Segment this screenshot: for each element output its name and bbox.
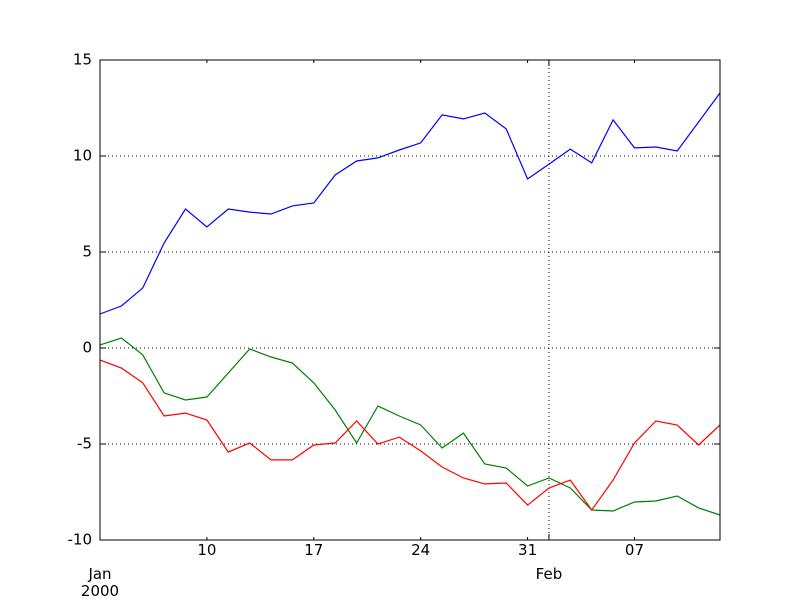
x-tick-label: 31 bbox=[518, 541, 538, 559]
x-tick-label: 10 bbox=[197, 541, 217, 559]
line bbox=[99, 337, 721, 516]
x-tick-label: 24 bbox=[411, 541, 431, 559]
y-tick-label: 15 bbox=[73, 51, 92, 69]
x-tick-label: Feb bbox=[535, 565, 563, 583]
y-tick-label: 5 bbox=[82, 243, 92, 261]
y-tick-label: 0 bbox=[82, 339, 92, 357]
x-tick-label: Jan 2000 bbox=[80, 565, 120, 600]
line bbox=[99, 92, 721, 315]
line bbox=[99, 359, 721, 512]
plot-frame bbox=[99, 59, 721, 541]
x-tick-label: 17 bbox=[304, 541, 324, 559]
y-tick-label: -5 bbox=[77, 435, 92, 453]
x-tick-label: 07 bbox=[624, 541, 645, 559]
y-tick-label: 10 bbox=[73, 147, 92, 165]
y-tick-label: -10 bbox=[68, 531, 93, 549]
